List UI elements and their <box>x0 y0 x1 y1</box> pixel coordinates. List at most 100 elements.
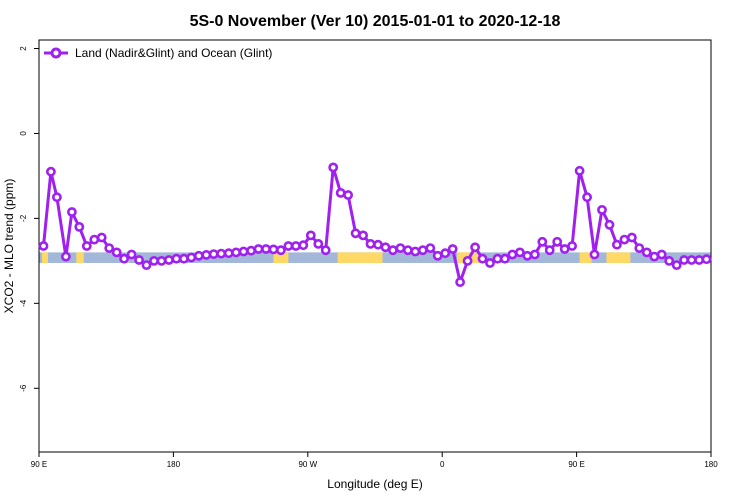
y-tick-label: -4 <box>19 299 28 307</box>
data-point <box>559 244 570 254</box>
data-point <box>582 192 592 203</box>
data-point <box>67 207 77 217</box>
data-point <box>81 241 92 251</box>
data-point <box>186 252 197 263</box>
data-point <box>515 247 525 258</box>
data-point <box>656 249 667 260</box>
x-axis-label: Longitude (deg E) <box>327 477 422 491</box>
data-point <box>485 258 495 268</box>
data-point <box>74 221 85 232</box>
data-point <box>52 192 62 203</box>
data-point <box>313 238 324 249</box>
data-point <box>425 243 436 253</box>
data-point <box>320 245 331 256</box>
data-point <box>208 249 219 259</box>
data-point <box>163 255 174 265</box>
data-point <box>402 245 413 256</box>
data-point <box>141 260 152 270</box>
y-tick-label: -6 <box>19 384 28 392</box>
data-point <box>61 251 71 262</box>
data-point <box>664 255 675 266</box>
data-point <box>350 228 361 239</box>
land-band-segment <box>41 252 48 263</box>
data-point <box>574 165 585 176</box>
data-point <box>641 247 652 258</box>
data-point <box>612 239 622 250</box>
data-point <box>507 249 518 260</box>
data-point <box>373 239 383 250</box>
data-point <box>679 255 689 265</box>
data-point <box>522 250 533 261</box>
data-point <box>358 230 368 241</box>
data-point <box>597 204 607 215</box>
data-point <box>238 246 249 257</box>
data-point <box>216 248 227 259</box>
data-point <box>544 245 555 256</box>
y-axis-label: XCO2 - MLO trend (ppm) <box>2 179 16 314</box>
chart-title: 5S-0 November (Ver 10) 2015-01-01 to 202… <box>190 13 561 30</box>
data-point <box>111 247 122 258</box>
y-axis: 2 0 -2 -4 -6 <box>19 46 39 392</box>
x-axis: 90 E 180 90 W 0 90 E 180 <box>31 452 718 469</box>
data-point <box>134 255 144 265</box>
y-tick-label: -2 <box>19 214 28 222</box>
data-point <box>261 244 271 254</box>
data-point <box>440 248 451 259</box>
data-point <box>686 255 697 265</box>
y-tick-label: 0 <box>19 131 28 136</box>
data-point <box>96 232 107 243</box>
land-band-segment <box>273 252 289 263</box>
x-tick-label: 0 <box>440 460 445 469</box>
legend-marker-swatch <box>50 47 62 59</box>
x-tick-label: 90 E <box>568 460 584 469</box>
series-layer <box>38 162 712 287</box>
data-point <box>417 245 428 256</box>
data-point <box>119 253 129 264</box>
data-point <box>447 244 458 254</box>
data-point <box>477 253 488 264</box>
data-point <box>499 253 510 264</box>
data-point <box>537 236 548 247</box>
data-point <box>38 241 49 251</box>
data-point <box>104 243 115 253</box>
data-point <box>552 236 563 247</box>
data-point <box>193 250 204 261</box>
x-tick-label: 180 <box>704 460 718 469</box>
data-point <box>223 248 234 259</box>
data-point <box>589 249 600 260</box>
data-point <box>298 240 309 251</box>
x-tick-label: 90 W <box>298 460 317 469</box>
data-point <box>178 253 189 264</box>
data-point <box>455 277 465 287</box>
data-point <box>253 244 264 254</box>
data-point <box>627 232 637 243</box>
data-point <box>567 241 577 251</box>
data-point <box>268 244 279 255</box>
x-tick-label: 90 E <box>31 460 47 469</box>
data-point <box>149 255 159 266</box>
data-point <box>462 255 473 266</box>
data-point <box>694 255 704 265</box>
data-point <box>46 166 56 177</box>
data-point <box>201 249 212 260</box>
data-point <box>619 234 630 245</box>
data-point <box>305 230 316 241</box>
data-point <box>156 255 167 266</box>
data-point <box>275 245 286 256</box>
data-point <box>343 190 353 200</box>
legend-label: Land (Nadir&Glint) and Ocean (Glint) <box>75 46 272 60</box>
data-point <box>290 241 301 251</box>
y-tick-label: 2 <box>19 46 28 51</box>
data-point <box>231 247 241 258</box>
data-point <box>328 162 339 173</box>
data-point <box>126 249 137 260</box>
data-point <box>634 243 645 253</box>
data-point <box>529 249 540 260</box>
data-point <box>470 242 480 253</box>
data-point <box>387 245 398 256</box>
data-point <box>395 243 406 253</box>
data-point <box>604 219 615 230</box>
data-point <box>671 260 682 270</box>
land-band-segment <box>76 252 84 263</box>
